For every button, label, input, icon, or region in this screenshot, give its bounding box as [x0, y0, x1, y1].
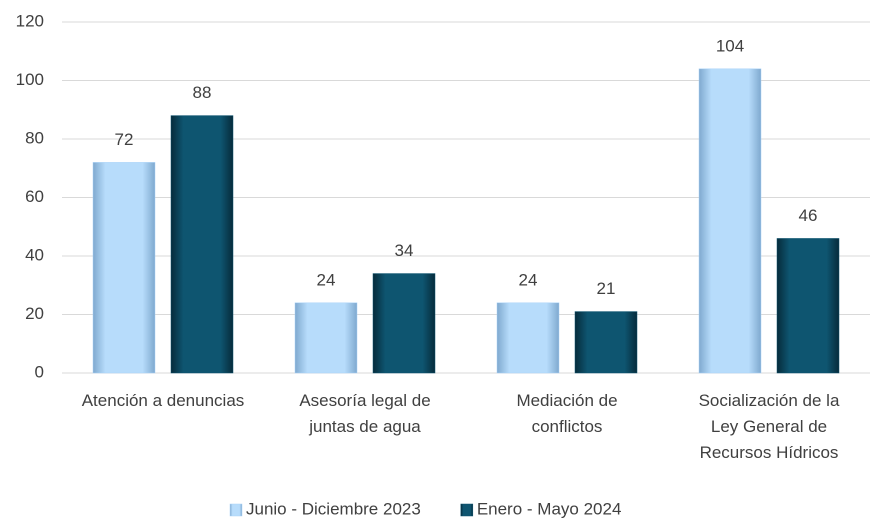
data-label: 34: [395, 241, 414, 260]
y-tick-label: 80: [25, 128, 44, 147]
data-label: 46: [799, 206, 818, 225]
bar: [574, 311, 638, 374]
x-tick-label: Asesoría legal de juntas de agua: [299, 391, 431, 436]
x-tick-label: Mediación de conflictos: [516, 391, 618, 436]
y-tick-label: 60: [25, 187, 44, 206]
bar: [496, 302, 560, 374]
data-label: 24: [519, 270, 538, 289]
legend-label: Junio - Diciembre 2023: [246, 499, 421, 518]
x-tick-label: Atención a denuncias: [81, 391, 245, 410]
data-label: 21: [597, 279, 616, 298]
x-tick-label-box: Socialización de la Ley General de Recur…: [698, 391, 840, 462]
bar: [294, 302, 358, 374]
x-tick-label: Socialización de la Ley General de Recur…: [698, 391, 840, 462]
legend-swatch: [229, 503, 243, 517]
y-tick-label: 20: [25, 304, 44, 323]
legend-label: Enero - Mayo 2024: [477, 499, 622, 518]
y-tick-label: 40: [25, 245, 44, 264]
y-tick-label: 120: [16, 11, 44, 30]
bar: [92, 162, 156, 374]
bar: [372, 273, 436, 374]
data-label: 72: [115, 130, 134, 149]
bar: [698, 68, 762, 374]
bar: [776, 238, 840, 374]
data-label: 24: [317, 270, 336, 289]
bar: [170, 115, 234, 374]
y-tick-label: 0: [35, 362, 44, 381]
x-tick-label-box: Atención a denuncias: [81, 391, 245, 410]
data-label: 88: [193, 83, 212, 102]
y-tick-label: 100: [16, 70, 44, 89]
legend-swatch: [460, 503, 474, 517]
x-tick-label-box: Asesoría legal de juntas de agua: [299, 391, 431, 436]
x-tick-label-box: Mediación de conflictos: [516, 391, 618, 436]
data-label: 104: [716, 36, 744, 55]
